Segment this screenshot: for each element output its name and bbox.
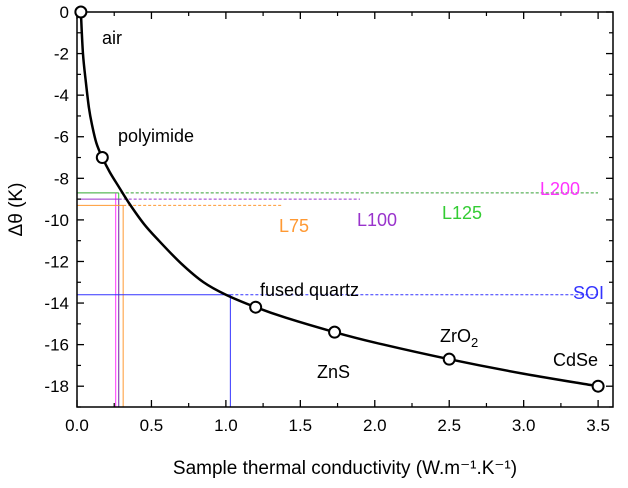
y-tick-label: -4 — [54, 86, 69, 105]
ref-label-l125: L125 — [442, 203, 482, 223]
x-tick-label: 0.0 — [65, 416, 89, 435]
tick-labels: 0.0 0.5 1.0 1.5 2.0 2.5 3.0 3.5 0 -2 -4 -6 -8 -10 -12 -… — [44, 3, 610, 435]
y-axis-title: Δθ (K) — [6, 183, 27, 237]
point-label-zro: ZrO2 — [440, 326, 478, 350]
y-tick-label: -10 — [44, 211, 69, 230]
x-tick-label: 2.5 — [437, 416, 461, 435]
point-label-air: air — [102, 28, 122, 48]
point-label-fused-quartz: fused quartz — [260, 280, 359, 300]
point-marker-air — [74, 5, 88, 19]
y-tick-label: -16 — [44, 336, 69, 355]
point-marker-zns — [328, 325, 342, 339]
y-tick-label: -8 — [54, 169, 69, 188]
ref-label-soi: SOI — [573, 283, 604, 303]
ref-label-l100: L100 — [357, 210, 397, 230]
axis-ticks — [76, 11, 613, 408]
y-tick-label: -2 — [54, 45, 69, 64]
x-tick-label: 3.0 — [512, 416, 536, 435]
x-tick-label: 1.0 — [214, 416, 238, 435]
x-tick-label: 1.5 — [289, 416, 313, 435]
y-tick-label: 0 — [60, 3, 69, 22]
data-points — [74, 5, 605, 393]
point-labels: air polyimide fused quartz ZnS ZrO2 CdSe — [102, 28, 598, 382]
y-tick-label: -12 — [44, 252, 69, 271]
fit-curve — [79, 11, 599, 388]
y-tick-label: -6 — [54, 128, 69, 147]
ref-label-l75: L75 — [279, 216, 309, 236]
x-tick-label: 3.5 — [586, 416, 610, 435]
point-label-zns: ZnS — [317, 362, 350, 382]
x-axis-title: Sample thermal conductivity (W.m⁻¹.K⁻¹) — [173, 458, 517, 479]
x-tick-label: 0.5 — [140, 416, 164, 435]
plot-frame — [76, 11, 614, 408]
point-marker-cdse — [591, 379, 605, 393]
point-marker-fused-quartz — [249, 300, 263, 314]
point-label-cdse: CdSe — [553, 350, 598, 370]
reference-lines — [77, 192, 598, 407]
x-tick-label: 2.0 — [363, 416, 387, 435]
y-tick-label: -18 — [44, 377, 69, 396]
y-tick-label: -14 — [44, 294, 69, 313]
reference-labels: L200 L125 L100 L75 SOI — [279, 179, 604, 303]
point-marker-polyimide — [95, 151, 109, 165]
ref-label-l200: L200 — [540, 179, 580, 199]
point-marker-zro — [442, 352, 456, 366]
point-label-polyimide: polyimide — [118, 126, 194, 146]
